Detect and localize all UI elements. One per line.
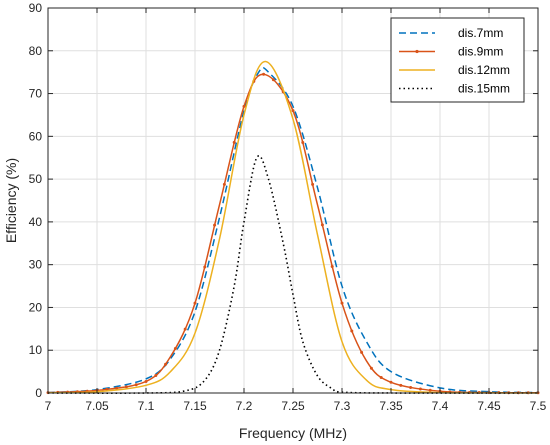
- series-marker: [213, 223, 217, 227]
- legend-label: dis.7mm: [458, 26, 503, 40]
- x-tick-label: 7.25: [281, 399, 305, 413]
- series-line: [47, 60, 539, 394]
- x-tick-label: 7.15: [183, 399, 207, 413]
- series-marker: [242, 104, 246, 108]
- series-marker: [369, 366, 373, 370]
- y-tick-label: 0: [35, 386, 42, 400]
- y-tick-label: 90: [29, 1, 43, 15]
- series-marker: [183, 327, 187, 331]
- series-marker: [311, 182, 315, 186]
- series-marker: [330, 265, 334, 269]
- y-axis-title: Efficiency (%): [3, 158, 19, 243]
- series-marker: [340, 301, 344, 305]
- y-tick-label: 60: [29, 129, 43, 143]
- series-line: [47, 155, 539, 394]
- legend-item: dis.7mm: [399, 26, 503, 40]
- y-tick-label: 50: [29, 172, 43, 186]
- series-marker: [428, 388, 432, 392]
- x-tick-label: 7.4: [432, 399, 449, 413]
- y-tick-label: 10: [29, 343, 43, 357]
- series-marker: [350, 329, 354, 333]
- legend-label: dis.9mm: [458, 45, 503, 59]
- legend-label: dis.12mm: [458, 63, 510, 77]
- series-marker: [134, 383, 138, 387]
- series-marker: [271, 78, 275, 82]
- series-marker: [144, 379, 148, 383]
- series-marker: [164, 362, 168, 366]
- series-marker: [399, 383, 403, 387]
- series-marker: [173, 346, 177, 350]
- y-tick-label: 40: [29, 215, 43, 229]
- y-tick-label: 20: [29, 300, 43, 314]
- series-line: [47, 66, 539, 394]
- legend-label: dis.15mm: [458, 82, 510, 96]
- series-marker: [418, 387, 422, 391]
- legend-marker: [415, 49, 419, 54]
- x-tick-label: 7: [45, 399, 52, 413]
- legend-item: dis.9mm: [399, 45, 503, 59]
- axis-ticks: 7 7.05 7.1 7.15 7.2 7.25 7.3 7.35 7.4 7.45 7.5 0 10 2…: [29, 1, 547, 413]
- y-tick-label: 70: [29, 87, 43, 101]
- series-marker: [232, 140, 236, 144]
- series-marker: [360, 350, 364, 354]
- series-marker: [222, 182, 226, 186]
- series-marker: [409, 385, 413, 389]
- series-marker: [389, 380, 393, 384]
- series-marker: [124, 385, 128, 389]
- legend-item: dis.15mm: [399, 82, 510, 96]
- series-lines: [46, 60, 540, 395]
- series-marker: [262, 72, 266, 76]
- x-axis-title: Frequency (MHz): [239, 425, 347, 441]
- series-dis-15mm: [47, 155, 539, 394]
- x-tick-label: 7.1: [138, 399, 155, 413]
- series-marker: [301, 141, 305, 145]
- series-marker: [379, 376, 383, 380]
- x-tick-label: 7.2: [236, 399, 253, 413]
- legend-item: dis.12mm: [399, 63, 510, 77]
- x-tick-label: 7.3: [334, 399, 351, 413]
- series-marker: [203, 265, 207, 269]
- series-marker: [193, 301, 197, 305]
- series-marker: [291, 109, 295, 113]
- series-marker: [320, 223, 324, 227]
- x-tick-label: 7.5: [530, 399, 547, 413]
- legend: dis.7mm dis.9mm dis.12mm dis.15mm: [390, 17, 525, 103]
- series-marker: [115, 386, 119, 390]
- y-tick-label: 30: [29, 258, 43, 272]
- x-tick-label: 7.05: [85, 399, 109, 413]
- y-tick-label: 80: [29, 44, 43, 58]
- series-marker: [154, 374, 158, 378]
- series-line: [47, 73, 539, 394]
- series-dis-7mm: [47, 66, 539, 394]
- x-tick-label: 7.35: [379, 399, 403, 413]
- x-tick-label: 7.45: [477, 399, 501, 413]
- series-dis-12mm: [47, 60, 539, 394]
